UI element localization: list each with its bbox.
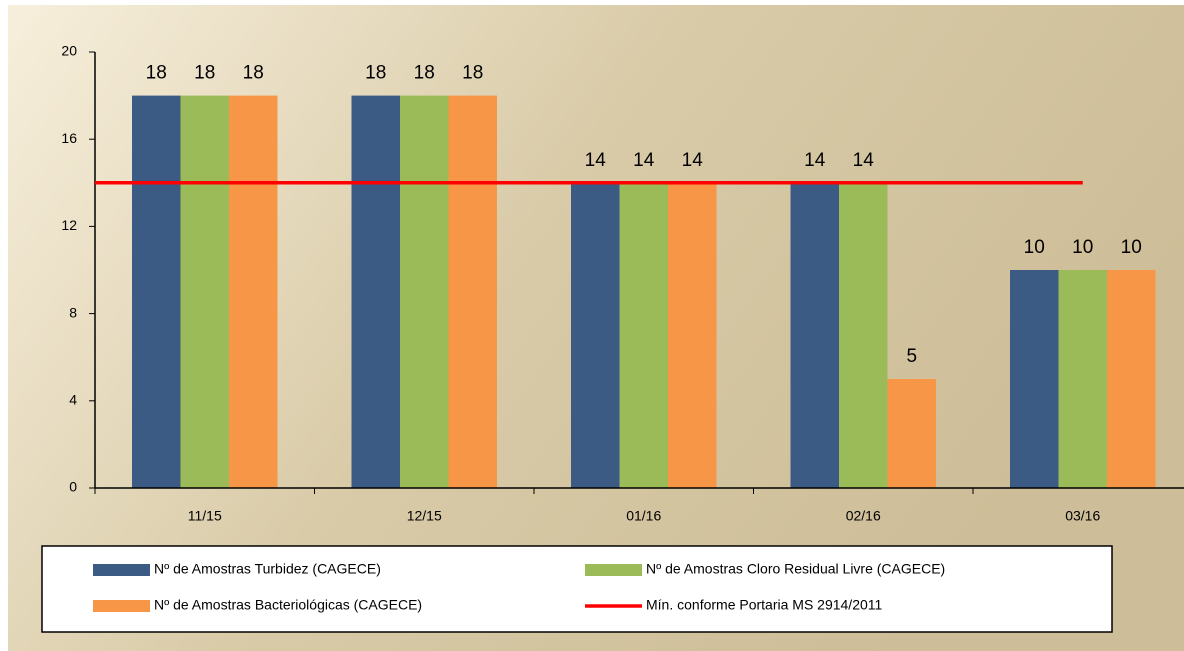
value-label: 18	[194, 63, 215, 84]
value-label: 14	[682, 150, 704, 171]
legend-label: Nº de Amostras Turbidez (CAGECE)	[154, 561, 381, 577]
x-tick-label: 02/16	[846, 508, 881, 524]
legend-swatch	[585, 564, 642, 576]
bar	[1010, 270, 1059, 488]
bar	[400, 95, 449, 488]
bar	[1058, 270, 1107, 488]
y-tick-label: 0	[69, 479, 77, 495]
bar	[1107, 270, 1156, 488]
x-tick-label: 01/16	[626, 508, 661, 524]
value-label: 10	[1121, 237, 1142, 258]
value-label: 5	[906, 346, 917, 367]
y-tick-label: 8	[69, 304, 77, 320]
value-label: 14	[585, 150, 607, 171]
value-label: 14	[853, 150, 875, 171]
legend-label: Nº de Amostras Cloro Residual Livre (CAG…	[646, 561, 945, 577]
bar	[180, 95, 229, 488]
bar	[619, 182, 668, 489]
bar	[351, 95, 400, 488]
value-label: 14	[804, 150, 826, 171]
bar	[887, 379, 936, 488]
x-tick-label: 11/15	[188, 508, 222, 524]
bar	[448, 95, 497, 488]
y-tick-label: 12	[61, 217, 77, 233]
bar	[132, 95, 181, 488]
bar	[790, 182, 839, 489]
value-label: 18	[146, 63, 167, 84]
bar	[229, 95, 278, 488]
bar	[571, 182, 620, 489]
legend-label: Nº de Amostras Bacteriológicas (CAGECE)	[154, 597, 422, 613]
bar	[839, 182, 888, 489]
value-label: 10	[1024, 237, 1045, 258]
value-label: 10	[1072, 237, 1093, 258]
legend-label: Mín. conforme Portaria MS 2914/2011	[646, 597, 883, 613]
legend-box	[41, 545, 1113, 633]
value-label: 18	[243, 63, 264, 84]
y-tick-label: 20	[61, 43, 77, 59]
x-tick-label: 12/15	[407, 508, 442, 524]
legend-swatch	[93, 600, 150, 612]
value-label: 18	[462, 63, 483, 84]
y-tick-label: 4	[69, 392, 77, 408]
value-label: 18	[365, 63, 386, 84]
legend-swatch	[93, 564, 150, 576]
value-label: 14	[633, 150, 655, 171]
y-tick-label: 16	[61, 130, 77, 146]
x-tick-label: 03/16	[1065, 508, 1100, 524]
value-label: 18	[414, 63, 435, 84]
bar	[668, 182, 717, 489]
